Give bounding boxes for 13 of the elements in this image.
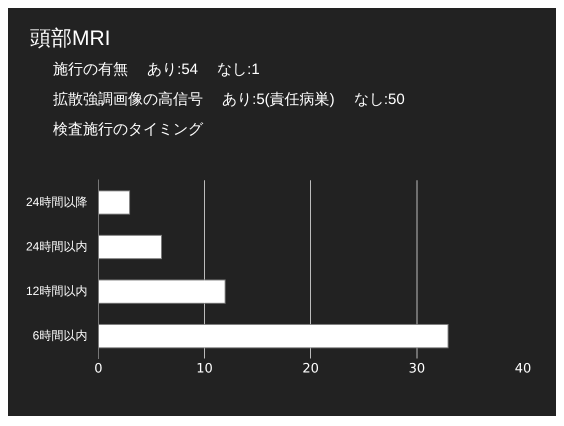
y-tick-label: 24時間以内 [26, 239, 88, 254]
y-tick-label: 6時間以内 [32, 328, 88, 342]
x-tick-label: 0 [94, 362, 102, 377]
text: 検査施行のタイミング [53, 120, 203, 139]
x-tick-label: 10 [196, 362, 213, 377]
text: 施行の有無 あり:54 なし:1 [53, 60, 260, 79]
text: 拡散強調画像の高信号 あり:5(責任病巣) なし:50 [53, 90, 405, 109]
chart-title: 頭部MRI [30, 26, 110, 52]
x-tick-label: 20 [302, 362, 319, 377]
y-tick-label: 12時間以内 [26, 284, 88, 298]
x-tick-label: 30 [408, 362, 426, 377]
x-tick-label: 40 [514, 362, 532, 377]
y-tick-label: 24時間以降 [26, 194, 88, 209]
